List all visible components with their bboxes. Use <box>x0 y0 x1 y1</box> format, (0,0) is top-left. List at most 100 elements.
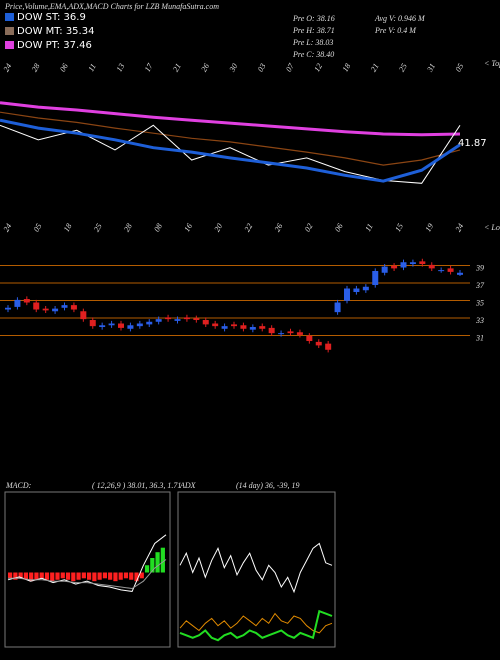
candle-body <box>61 305 68 308</box>
last-value-label: 41.87 <box>458 138 487 149</box>
indicator-line <box>179 609 333 642</box>
panel-subtitle: (14 day) 36, -39, 19 <box>236 481 300 490</box>
candle-body <box>259 326 266 329</box>
date-label: 15 <box>393 222 405 233</box>
stat-label: Pre C: 38.40 <box>292 50 334 59</box>
corner-label: < Tops <box>484 59 500 68</box>
date-label: 28 <box>30 62 42 73</box>
candle-body <box>99 325 106 328</box>
date-label: 25 <box>397 62 409 73</box>
indicator-swatch <box>5 27 14 35</box>
indicator-line <box>179 542 333 594</box>
panel-title: MACD: <box>5 481 32 490</box>
y-tick-label: 39 <box>475 263 484 272</box>
candle-body <box>80 311 87 320</box>
histogram-bar <box>129 572 134 580</box>
date-label: 21 <box>369 62 381 73</box>
indicator-label: DOW ST: 36.9 <box>17 12 86 23</box>
date-label: 18 <box>62 222 74 233</box>
candle-body <box>14 299 21 307</box>
histogram-bar <box>60 572 65 579</box>
date-label: 26 <box>199 62 211 73</box>
candle-body <box>381 266 388 273</box>
candle-body <box>315 341 322 346</box>
histogram-bar <box>55 572 60 580</box>
indicator-label: DOW MT: 35.34 <box>17 26 94 37</box>
panel-title: ADX <box>179 481 197 490</box>
date-label: 13 <box>115 62 127 73</box>
candle-body <box>287 331 294 334</box>
indicator-line <box>0 101 461 137</box>
indicator-line <box>8 559 167 590</box>
date-label: 22 <box>243 222 255 233</box>
candle-body <box>344 288 350 301</box>
candle-body <box>127 325 134 329</box>
candle-body <box>183 317 190 320</box>
histogram-bar <box>113 572 118 582</box>
indicator-line <box>0 111 461 166</box>
candle-body <box>249 327 256 330</box>
y-tick-label: 33 <box>475 316 484 325</box>
histogram-bar <box>118 572 123 580</box>
candle-body <box>362 286 369 291</box>
date-label: 16 <box>182 222 194 233</box>
histogram-bar <box>44 572 50 580</box>
candle-body <box>409 262 416 265</box>
histogram-bar <box>108 572 113 580</box>
histogram-bar <box>29 572 34 582</box>
indicator-swatch <box>5 41 14 49</box>
date-label: 19 <box>423 222 435 233</box>
candle-body <box>438 270 445 272</box>
date-label: 02 <box>303 222 315 233</box>
candle-body <box>278 333 285 335</box>
candle-body <box>155 319 162 322</box>
histogram-bar <box>8 572 13 579</box>
histogram-bar <box>65 572 71 580</box>
histogram-bar <box>92 572 97 582</box>
histogram-bar <box>123 572 129 579</box>
date-label: 05 <box>32 222 44 233</box>
histogram-bar <box>150 558 155 573</box>
date-label: 28 <box>122 222 134 233</box>
histogram-bar <box>160 547 165 573</box>
candle-body <box>5 307 11 310</box>
candle-body <box>419 261 426 265</box>
candle-body <box>136 323 143 327</box>
date-label: 31 <box>425 62 437 74</box>
macd-frame <box>4 491 171 648</box>
candle-body <box>89 320 96 327</box>
corner-label: < Lows <box>484 223 500 232</box>
histogram-bar <box>155 552 160 573</box>
candle-body <box>372 271 379 286</box>
candle-body <box>447 268 454 272</box>
candle-body <box>268 327 275 334</box>
date-label: 20 <box>212 222 224 233</box>
date-label: 03 <box>256 62 268 73</box>
histogram-bar <box>76 572 81 580</box>
candle-body <box>52 308 59 312</box>
date-label: 30 <box>227 62 239 74</box>
candle-body <box>325 343 332 350</box>
histogram-bar <box>71 572 76 582</box>
date-label: 11 <box>363 222 375 233</box>
date-label: 24 <box>2 222 14 233</box>
stat-label: Pre V: 0.4 M <box>374 26 417 35</box>
candle-body <box>240 325 247 329</box>
date-label: 24 <box>2 62 14 73</box>
candle-body <box>174 319 181 321</box>
histogram-bar <box>13 572 18 580</box>
date-label: 08 <box>152 222 164 233</box>
candle-body <box>33 302 40 310</box>
indicator-line <box>179 612 333 634</box>
histogram-bar <box>134 572 139 582</box>
date-label: 11 <box>86 62 98 73</box>
candle-body <box>202 320 209 325</box>
date-label: 05 <box>454 62 466 73</box>
histogram-bar <box>39 572 44 579</box>
histogram-bar <box>50 572 55 582</box>
candle-body <box>296 332 303 335</box>
candle-body <box>118 323 124 328</box>
stat-label: Pre L: 38.03 <box>292 38 333 47</box>
histogram-bar <box>81 572 86 579</box>
